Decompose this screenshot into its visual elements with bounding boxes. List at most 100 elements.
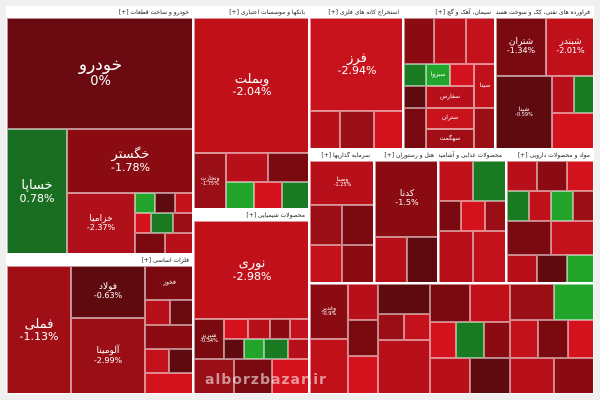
tile-pharma-small[interactable] <box>507 191 529 221</box>
sector-metals[interactable]: فلزات اساسی [+] فملی -1.13% فولاد -0.63%… <box>6 254 193 394</box>
tile-cement-small[interactable] <box>404 18 434 64</box>
tile-chem-small[interactable] <box>270 319 290 339</box>
tile-invest-small[interactable] <box>310 245 342 282</box>
tile-misc[interactable] <box>456 322 484 358</box>
tile-auto-small[interactable] <box>173 213 192 233</box>
tile-food-small[interactable] <box>461 201 485 231</box>
tile-auto-small[interactable] <box>155 193 175 213</box>
tile-mining-small[interactable] <box>310 111 340 148</box>
tile-kharamia[interactable]: خزامیا -2.37% <box>67 193 135 253</box>
tile-vsapa[interactable]: وصبا -1.25% <box>310 161 373 205</box>
tile-vebmellat[interactable]: وبملت -2.04% <box>194 18 308 153</box>
tile-misc[interactable] <box>348 356 378 393</box>
tile-chem-small[interactable] <box>264 339 288 359</box>
tile-misc[interactable] <box>378 284 430 314</box>
tile-chem-small[interactable] <box>244 339 264 359</box>
tile-shebandar[interactable]: شبندر -2.01% <box>546 18 593 76</box>
tile-misc[interactable] <box>310 339 348 393</box>
tile-misc[interactable] <box>470 358 510 393</box>
tile-holding-small[interactable] <box>375 237 407 282</box>
tile-misc[interactable] <box>470 284 510 322</box>
tile-bank-small[interactable] <box>226 153 268 182</box>
tile-misc[interactable] <box>538 320 568 358</box>
tile-pharma-small[interactable] <box>507 221 551 255</box>
tile-pharma-small[interactable] <box>507 255 537 282</box>
tile-auto-small[interactable] <box>135 213 151 233</box>
tile-bank-small[interactable] <box>226 182 254 208</box>
tile-misc[interactable] <box>430 322 456 358</box>
tile-refinery-small[interactable] <box>574 76 593 113</box>
tile-food-small[interactable] <box>439 161 473 201</box>
tile-mining-small[interactable] <box>340 111 374 148</box>
tile-bank-small[interactable] <box>268 153 308 182</box>
tile-pharma-small[interactable] <box>537 255 567 282</box>
tile-alomina[interactable]: آلومینا -2.99% <box>71 318 145 393</box>
tile-pharma-small[interactable] <box>537 161 567 191</box>
tile-chem-small[interactable] <box>224 339 244 359</box>
tile-auto-small[interactable] <box>165 233 192 253</box>
tile-invest-small[interactable] <box>310 205 342 245</box>
tile-shebesh[interactable]: شبریز -0.34% <box>194 319 224 359</box>
tile-pharma-small[interactable] <box>507 161 537 191</box>
sector-refinery[interactable]: فراورده های نفتی، کک و سوخت هسته ای [+] … <box>495 6 594 149</box>
tile-misc[interactable] <box>378 340 430 393</box>
tile-khegostar[interactable]: خگستر -1.78% <box>67 129 192 193</box>
tile-fameli[interactable]: فملی -1.13% <box>7 266 71 393</box>
tile-foulad2[interactable]: فخوز <box>145 266 192 300</box>
tile-far[interactable]: فرز -2.94% <box>310 18 402 111</box>
tile-folad[interactable]: فولاد -0.63% <box>71 266 145 318</box>
tile-bank-small[interactable] <box>254 182 282 208</box>
sector-misc[interactable]: وغدیر -0.9% <box>309 283 594 394</box>
tile-misc[interactable] <box>378 314 404 340</box>
sector-banks[interactable]: بانکها و موسسات اعتباری [+] وبملت -2.04%… <box>193 6 309 209</box>
sector-auto[interactable]: خودرو و ساخت قطعات [+] خودرو 0% خساپا 0.… <box>6 6 193 254</box>
tile-misc[interactable] <box>430 358 470 393</box>
tile-chem-small[interactable] <box>194 359 234 393</box>
tile-chem-small[interactable] <box>290 319 308 339</box>
tile-vtejarat[interactable]: وتجارت -1.75% <box>194 153 226 208</box>
tile-bank-small[interactable] <box>282 182 308 208</box>
tile-nouri[interactable]: نوری -2.98% <box>194 221 308 319</box>
tile-shatran[interactable]: شتران -1.34% <box>496 18 546 76</box>
tile-misc[interactable] <box>554 284 593 320</box>
tile-pharma-small[interactable] <box>529 191 551 221</box>
tile-holding-small[interactable] <box>407 237 437 282</box>
tile-cement-small[interactable] <box>434 18 466 64</box>
tile-cement-small[interactable] <box>466 18 494 64</box>
tile-misc[interactable] <box>510 320 538 358</box>
tile-cement-small[interactable] <box>404 64 426 86</box>
tile-pharma-small[interactable] <box>567 161 593 191</box>
tile-auto-small[interactable] <box>175 193 192 213</box>
tile-misc[interactable] <box>568 320 593 358</box>
tile-metal-small[interactable] <box>169 349 192 373</box>
tile-vaghadir[interactable]: وغدیر -0.9% <box>310 284 348 339</box>
sector-mining[interactable]: استخراج کانه های فلزی [+] فرز -2.94% <box>309 6 403 149</box>
tile-misc[interactable] <box>554 358 593 393</box>
tile-sakht[interactable]: سبزوا <box>426 64 450 86</box>
tile-metal-small[interactable] <box>145 300 170 325</box>
tile-mining-small[interactable] <box>374 111 402 148</box>
tile-setran[interactable]: ستران <box>426 108 474 129</box>
tile-refinery-small[interactable] <box>552 76 574 113</box>
tile-food-small[interactable] <box>473 161 505 201</box>
sector-cement[interactable]: سیمان، آهک و گچ [+] سبزوا سینا سفارس ستر… <box>403 6 495 149</box>
tile-pharma-small[interactable] <box>573 191 593 221</box>
tile-pharma-small[interactable] <box>551 191 573 221</box>
tile-chem-small[interactable] <box>272 359 308 393</box>
sector-chemicals[interactable]: محصولات شیمیایی [+] نوری -2.98% شبریز -0… <box>193 209 309 394</box>
tile-food-small[interactable] <box>439 231 473 282</box>
tile-metal-small[interactable] <box>145 373 192 393</box>
tile-khodro[interactable]: خودرو 0% <box>7 18 192 129</box>
sector-food[interactable]: محصولات غذایی و آشامیدنی [+] <box>438 149 506 283</box>
tile-metal-small[interactable] <box>170 300 192 325</box>
tile-food-small[interactable] <box>439 201 461 231</box>
tile-shpna[interactable]: شپنا -0.59% <box>496 76 552 148</box>
tile-cement-small[interactable] <box>474 108 494 148</box>
tile-khesapa[interactable]: خساپا 0.78% <box>7 129 67 253</box>
tile-chem-small[interactable] <box>288 339 308 359</box>
tile-auto-small[interactable] <box>135 233 165 253</box>
tile-pharma-small[interactable] <box>551 221 593 255</box>
tile-pharma-small[interactable] <box>567 255 593 282</box>
tile-metal-small[interactable] <box>145 325 192 349</box>
tile-misc[interactable] <box>404 314 430 340</box>
